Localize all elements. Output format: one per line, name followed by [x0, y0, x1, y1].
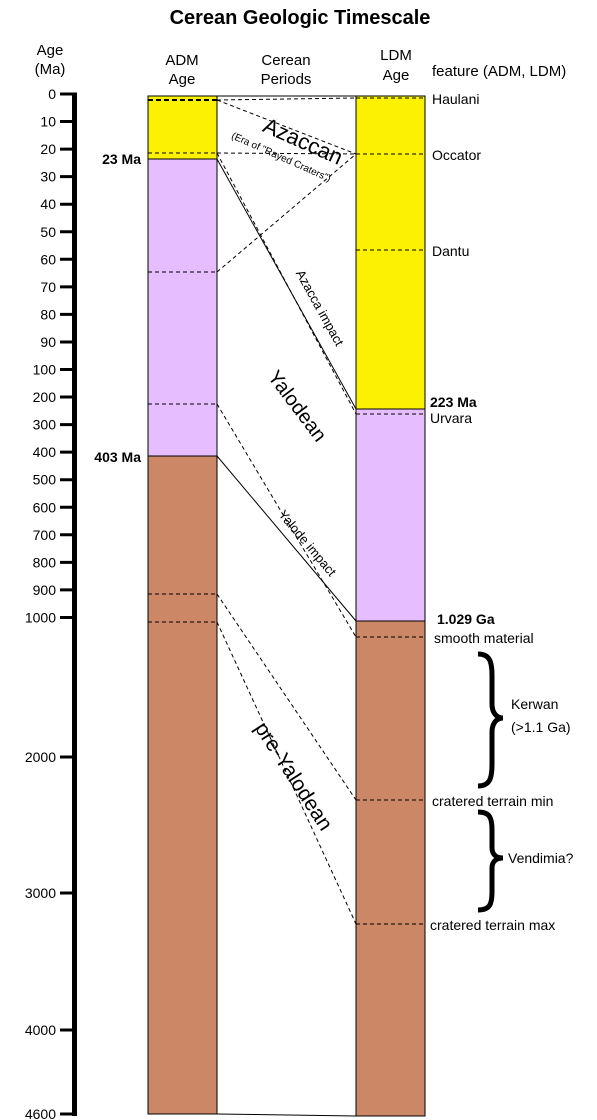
haulani-connector [216, 97, 357, 101]
adm-header-line1: ADM [165, 52, 198, 69]
feature-kerwan-line2: (>1.1 Ga) [511, 719, 571, 735]
age-axis: 0 10 20 30 40 50 60 70 80 90 100 200 300 400 500 600 700… [25, 86, 77, 1120]
ldm-azaccan-block [355, 95, 426, 410]
axis-tick-label: 50 [40, 224, 56, 240]
azacca-connector [216, 152, 357, 415]
axis-tick-label: 10 [40, 114, 56, 130]
azacca-impact-label: Azacca impact [293, 267, 347, 349]
diagram-title: Cerean Geologic Timescale [170, 7, 431, 29]
axis-tick-label: 90 [40, 334, 56, 350]
vendimia-brace [477, 809, 504, 913]
feature-kerwan-line1: Kerwan [511, 696, 558, 712]
axis-tick-label: 500 [33, 472, 57, 488]
axis-tick-label: 40 [40, 196, 56, 212]
feature-labels: Haulani Occator Dantu Urvara smooth mate… [430, 91, 574, 933]
feature-cratered-max: cratered terrain max [430, 917, 555, 933]
axis-tick-label: 200 [33, 389, 57, 405]
dantu-connector [216, 153, 357, 273]
yalodean-boundary-connector [216, 455, 357, 622]
periods-header-line1: Cerean [261, 52, 310, 69]
axis-tick-label: 100 [33, 362, 57, 378]
feature-cratered-min: cratered terrain min [432, 793, 553, 809]
axis-tick-label: 900 [33, 582, 57, 598]
ldm-yalodean-boundary-label: 1.029 Ga [437, 611, 495, 627]
age-axis-line [72, 94, 77, 1116]
occator-connector-a [216, 99, 357, 155]
ldm-pre-yalodean-block [355, 620, 426, 1117]
axis-tick-label: 600 [33, 499, 57, 515]
feature-haulani: Haulani [432, 91, 479, 107]
feature-dantu: Dantu [432, 243, 469, 259]
periods-bottom-line [216, 1113, 357, 1117]
periods-header-line2: Periods [261, 71, 312, 88]
axis-tick-label: 2000 [25, 749, 56, 765]
periods-column: Azaccan (Era of "Rayed Craters") Azacca … [216, 95, 357, 1117]
adm-header-line2: Age [169, 71, 196, 88]
axis-tick-label: 70 [40, 279, 56, 295]
ldm-header-line2: Age [383, 67, 410, 84]
feature-urvara: Urvara [430, 410, 472, 426]
age-header-line2: (Ma) [35, 61, 66, 78]
axis-tick-label: 3000 [25, 885, 56, 901]
axis-tick-label: 4600 [25, 1106, 56, 1120]
axis-tick-label: 400 [33, 444, 57, 460]
adm-pre-yalodean-block [147, 455, 218, 1115]
axis-tick-label: 1000 [25, 609, 56, 625]
yalodean-label: Yalodean [263, 367, 331, 447]
adm-yalodean-block [147, 158, 218, 457]
feature-occator: Occator [432, 147, 481, 163]
age-axis-ticks: 0 10 20 30 40 50 60 70 80 90 100 200 300 400 500 600 700… [25, 86, 77, 1120]
axis-tick-label: 4000 [25, 1022, 56, 1038]
axis-tick-label: 20 [40, 141, 56, 157]
axis-tick-label: 80 [40, 306, 56, 322]
adm-column: 23 Ma 403 Ma [94, 95, 218, 1115]
ldm-column [355, 95, 426, 1117]
occator-connector-b [216, 152, 357, 155]
pre-yalodean-label: pre-Yalodean [250, 718, 337, 835]
kerwan-brace [477, 651, 504, 789]
axis-tick-label: 800 [33, 554, 57, 570]
feature-header: feature (ADM, LDM) [432, 63, 566, 80]
column-headers: Age (Ma) ADM Age Cerean Periods LDM Age … [35, 42, 567, 88]
adm-azaccan-boundary-label: 23 Ma [102, 151, 141, 167]
feature-vendimia: Vendimia? [508, 850, 574, 866]
axis-tick-label: 700 [33, 527, 57, 543]
axis-tick-label: 60 [40, 251, 56, 267]
adm-yalodean-boundary-label: 403 Ma [94, 449, 141, 465]
axis-tick-label: 0 [48, 86, 56, 102]
feature-smooth-material: smooth material [434, 630, 534, 646]
axis-tick-label: 30 [40, 169, 56, 185]
adm-azaccan-block [147, 95, 218, 160]
age-header-line1: Age [37, 42, 64, 59]
axis-tick-label: 300 [33, 417, 57, 433]
ldm-azaccan-boundary-label: 223 Ma [430, 394, 477, 410]
yalode-impact-label: Yalode impact [276, 507, 340, 579]
urvara-connector [216, 403, 357, 638]
ldm-header-line1: LDM [380, 47, 412, 64]
ldm-yalodean-block [355, 408, 426, 622]
